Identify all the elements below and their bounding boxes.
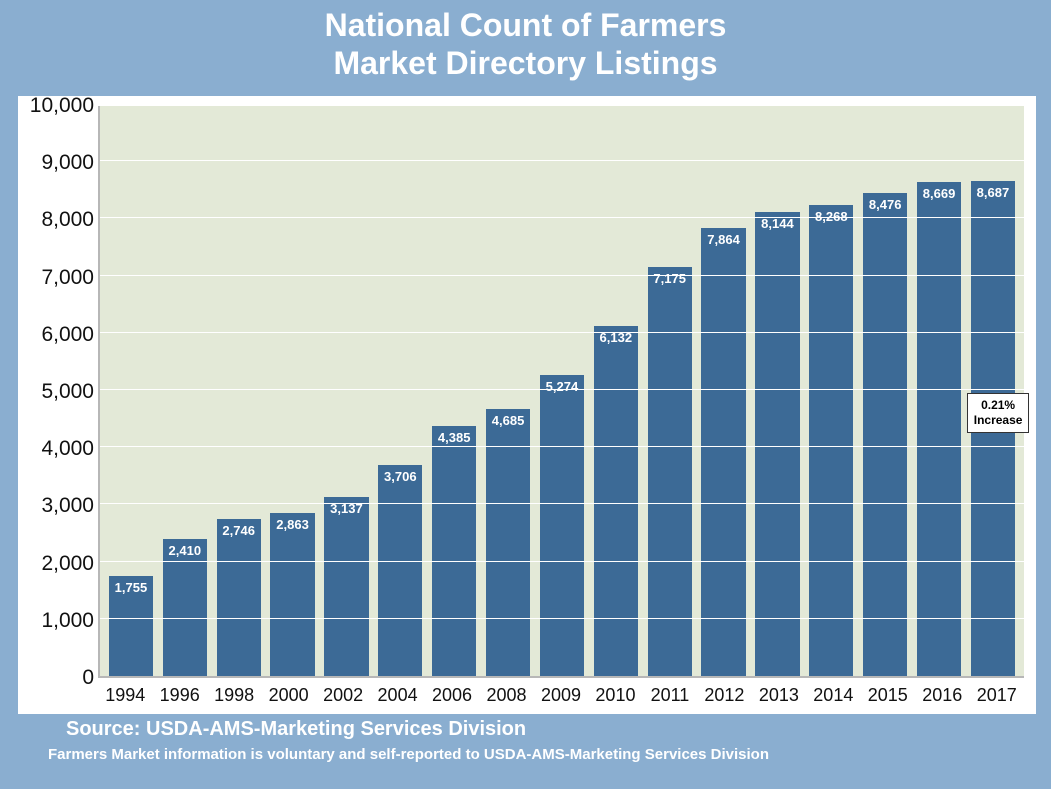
bars-group: 1,755 2,410 2,746 2,863 3,137 3,706 4,385 4,685… [100,106,1024,676]
x-tick-label: 2017 [970,685,1024,706]
bar-value-label: 7,864 [701,232,745,247]
source-text: Source: USDA-AMS-Marketing Services Divi… [66,718,526,741]
bar-value-label: 8,476 [863,197,907,212]
x-tick-label: 2010 [588,685,642,706]
bar: 7,175 [648,267,692,676]
bar-slot: 6,132 [589,106,643,676]
bar-slot: 4,685 [481,106,535,676]
gridline [100,503,1024,504]
bar-slot: 3,137 [320,106,374,676]
bar-value-label: 2,863 [270,517,314,532]
bar-slot: 8,669 [912,106,966,676]
bar: 4,685 [486,409,530,676]
y-tick-label: 1,000 [24,609,94,633]
bar-value-label: 8,268 [809,209,853,224]
bar: 6,132 [594,326,638,676]
chart-title: National Count of Farmers Market Directo… [0,0,1051,87]
x-tick-label: 2006 [425,685,479,706]
gridline [100,389,1024,390]
x-tick-label: 2015 [861,685,915,706]
bar-slot: 7,864 [697,106,751,676]
footnote-text: Farmers Market information is voluntary … [48,746,769,763]
y-tick-label: 7,000 [24,266,94,290]
x-tick-label: 2004 [370,685,424,706]
bar: 3,137 [324,497,368,676]
bar: 7,864 [701,228,745,676]
bar-value-label: 5,274 [540,379,584,394]
x-tick-label: 2000 [261,685,315,706]
y-tick-label: 3,000 [24,494,94,518]
bar-slot: 5,274 [535,106,589,676]
bar-value-label: 2,410 [163,543,207,558]
gridline [100,103,1024,104]
y-tick-label: 9,000 [24,151,94,175]
y-tick-label: 5,000 [24,380,94,404]
bar: 5,274 [540,375,584,676]
x-tick-label: 2002 [316,685,370,706]
chart-container: National Count of Farmers Market Directo… [0,0,1051,789]
bar-slot: 8,476 [858,106,912,676]
y-tick-label: 2,000 [24,552,94,576]
bar: 1,755 [109,576,153,676]
bar-slot: 1,755 [104,106,158,676]
gridline [100,332,1024,333]
x-tick-label: 2013 [752,685,806,706]
x-axis-labels: 1994199619982000200220042006200820092010… [98,685,1024,706]
x-tick-label: 1998 [207,685,261,706]
bar-slot: 2,746 [212,106,266,676]
bar-slot: 3,706 [373,106,427,676]
bar-slot: 7,175 [643,106,697,676]
x-tick-label: 2009 [534,685,588,706]
gridline [100,618,1024,619]
x-tick-label: 2008 [479,685,533,706]
bar-slot: 2,863 [266,106,320,676]
bar: 4,385 [432,426,476,676]
x-tick-label: 1996 [152,685,206,706]
x-tick-label: 2012 [697,685,751,706]
bar: 2,410 [163,539,207,676]
gridline [100,275,1024,276]
plot-area: 1,755 2,410 2,746 2,863 3,137 3,706 4,385 4,685… [98,106,1024,678]
bar-slot: 8,144 [751,106,805,676]
bar-value-label: 4,685 [486,413,530,428]
bar-value-label: 8,687 [971,185,1015,200]
y-tick-label: 6,000 [24,323,94,347]
bar-value-label: 1,755 [109,580,153,595]
x-tick-label: 1994 [98,685,152,706]
bar-value-label: 8,669 [917,186,961,201]
gridline [100,217,1024,218]
increase-callout: 0.21% Increase [967,393,1030,433]
x-tick-label: 2014 [806,685,860,706]
bar: 8,669 [917,182,961,676]
title-line-2: Market Directory Listings [333,45,717,81]
gridline [100,446,1024,447]
chart-panel: 1,755 2,410 2,746 2,863 3,137 3,706 4,385 4,685… [18,96,1036,714]
bar-value-label: 7,175 [648,271,692,286]
bar: 3,706 [378,465,422,676]
x-tick-label: 2016 [915,685,969,706]
bar-slot: 2,410 [158,106,212,676]
bar-value-label: 2,746 [217,523,261,538]
y-tick-label: 10,000 [24,94,94,118]
y-tick-label: 0 [24,666,94,690]
y-tick-label: 4,000 [24,437,94,461]
bar: 8,476 [863,193,907,676]
bar-value-label: 4,385 [432,430,476,445]
bar: 2,863 [270,513,314,676]
bar-slot: 8,268 [804,106,858,676]
x-tick-label: 2011 [643,685,697,706]
bar-value-label: 3,706 [378,469,422,484]
title-line-1: National Count of Farmers [325,7,727,43]
gridline [100,561,1024,562]
bar-slot: 4,385 [427,106,481,676]
y-tick-label: 8,000 [24,208,94,232]
bar: 8,144 [755,212,799,676]
bar-slot: 8,687 [966,106,1020,676]
bar: 2,746 [217,519,261,676]
gridline [100,160,1024,161]
